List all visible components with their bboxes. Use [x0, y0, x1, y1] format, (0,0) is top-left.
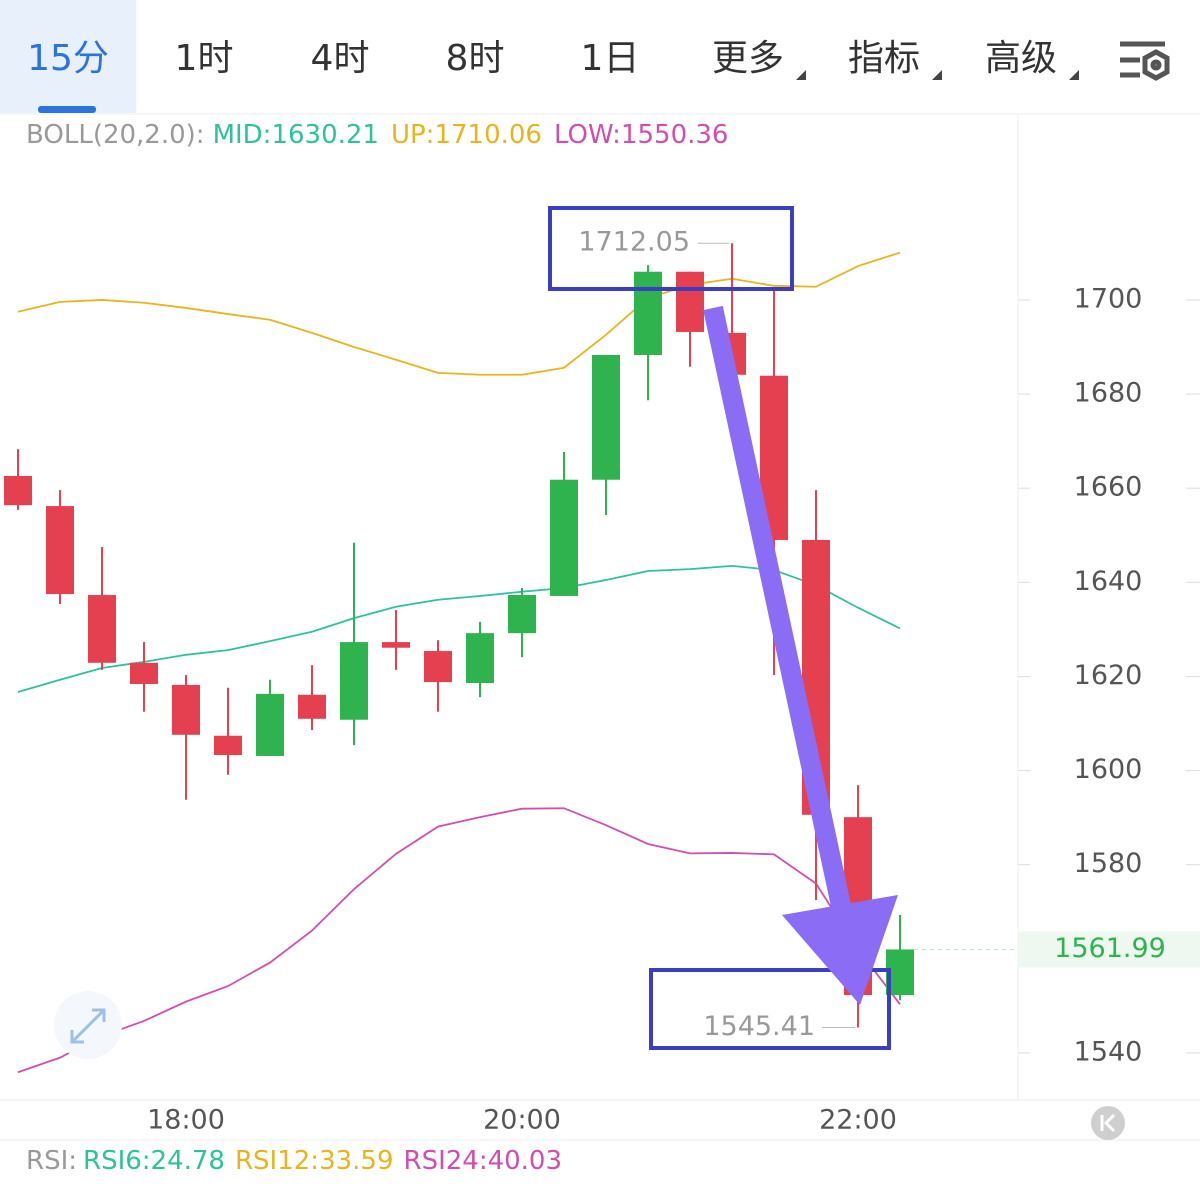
tab-highlight	[0, 0, 136, 113]
scroll-latest-button[interactable]	[1091, 1106, 1125, 1140]
highlight-box	[548, 206, 794, 291]
dropdown-caret	[796, 70, 806, 80]
y-tick-label: 1580	[1074, 848, 1143, 879]
y-tick-label: 1540	[1074, 1036, 1143, 1067]
candle-body	[172, 684, 200, 735]
band-line	[17, 807, 901, 1074]
timeframe-tabs: 15分 1时 4时 8时 1日 更多 指标 高级	[0, 0, 1079, 113]
y-tick-label: 1600	[1074, 754, 1143, 785]
candle-body	[214, 735, 242, 756]
y-tick-label: 1660	[1074, 472, 1143, 503]
rsi-name: RSI:	[26, 1146, 77, 1176]
x-tick-label: 22:00	[819, 1105, 897, 1136]
plot: 15401560158016001620164016601680170018:0…	[4, 227, 1200, 1136]
highlight-box	[649, 968, 891, 1050]
tab[interactable]: 1时	[175, 38, 234, 79]
dropdown-caret	[1069, 70, 1079, 80]
x-tick-label: 20:00	[483, 1105, 561, 1136]
legend-entry: LOW:1550.36	[554, 120, 728, 150]
band-line	[17, 564, 901, 693]
high-marker-label: 1712.05	[578, 227, 690, 258]
last-price-label: 1561.99	[1054, 933, 1166, 964]
candle-body	[340, 642, 368, 720]
candle-body	[382, 642, 410, 648]
expand-button[interactable]	[54, 991, 122, 1059]
last-price-tag	[1018, 931, 1200, 968]
candle-body	[88, 595, 116, 663]
tab[interactable]: 8时	[446, 38, 505, 79]
band-line	[17, 251, 901, 376]
tab[interactable]: 4时	[311, 38, 370, 79]
candle-body	[676, 271, 704, 332]
candle-body	[298, 694, 326, 719]
legend-entry: UP:1710.06	[391, 120, 542, 150]
tab[interactable]: 指标	[848, 38, 920, 79]
tab[interactable]: 15分	[27, 38, 109, 79]
tab-indicator	[38, 106, 96, 113]
rsi-entry: RSI12:33.59	[235, 1146, 394, 1176]
candle-body	[4, 475, 32, 506]
rsi-entry: RSI24:40.03	[404, 1146, 563, 1176]
x-tick-label: 18:00	[147, 1105, 225, 1136]
candle-body	[592, 355, 620, 480]
y-tick-label: 1680	[1074, 378, 1143, 409]
rsi-entry: RSI6:24.78	[83, 1146, 225, 1176]
low-marker-label: 1545.41	[703, 1011, 815, 1042]
rsi-legend: RSI: RSI6:24.78 RSI12:33.59 RSI24:40.03	[26, 1146, 562, 1176]
settings-icon[interactable]	[1120, 41, 1170, 81]
candle-body	[130, 662, 158, 684]
candle-body	[256, 693, 284, 756]
indicator-legend: BOLL(20,2.0): MID:1630.21 UP:1710.06 LOW:15…	[26, 120, 728, 150]
candle-body	[508, 595, 536, 634]
indicator-name: BOLL(20,2.0):	[26, 120, 205, 150]
tab[interactable]: 1日	[581, 38, 640, 79]
candle-body	[550, 479, 578, 596]
candle-body	[46, 506, 74, 595]
trend-arrow	[703, 305, 898, 1005]
dropdown-caret	[932, 70, 942, 80]
y-tick-label: 1640	[1074, 566, 1143, 597]
candle-body	[466, 633, 494, 684]
tab[interactable]: 高级	[985, 38, 1057, 79]
tab[interactable]: 更多	[712, 38, 784, 79]
candle-body	[424, 651, 452, 683]
legend-entry: MID:1630.21	[213, 120, 379, 150]
candle-body	[634, 271, 662, 356]
y-tick-label: 1700	[1074, 283, 1143, 314]
y-tick-label: 1620	[1074, 660, 1143, 691]
